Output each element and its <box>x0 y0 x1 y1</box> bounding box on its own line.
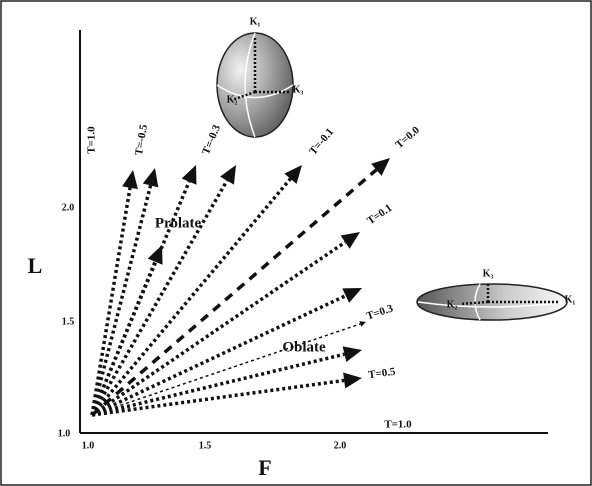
ray-label: T=-0.3 <box>200 123 223 157</box>
region-label: Oblate <box>282 339 326 355</box>
arrowhead <box>220 165 236 185</box>
ray-label: T=1.0 <box>86 126 98 154</box>
k-label: K₁ <box>250 16 261 27</box>
arrowhead <box>142 168 159 188</box>
ray-label: T=0.3 <box>365 302 395 322</box>
ray <box>91 378 345 417</box>
ray-label: T=1.0 <box>384 419 412 431</box>
k-label: K₂ <box>227 94 238 105</box>
ellipsoid-axes <box>459 284 560 306</box>
ellipsoid-line <box>244 32 256 138</box>
prolate-ellipsoid <box>216 32 294 138</box>
x-axis-label: F <box>258 455 271 480</box>
arrowhead <box>359 321 366 327</box>
k-label: K₂ <box>447 299 458 310</box>
ray-label: T=-0.5 <box>133 123 150 156</box>
ray <box>91 352 345 417</box>
arrowhead <box>122 170 138 190</box>
arrowhead <box>371 158 390 176</box>
ray-label: T=-0.1 <box>307 126 336 157</box>
ray <box>91 323 361 416</box>
arrowhead <box>342 288 362 303</box>
ray-label: T=0.1 <box>365 202 394 227</box>
arrowhead <box>340 232 360 249</box>
region-label: Prolate <box>155 215 202 231</box>
x-tick-label: 1.5 <box>199 440 212 451</box>
arrowhead <box>284 165 302 184</box>
ray-label: T=0.0 <box>393 124 422 151</box>
ellipsoid-axes <box>231 38 290 102</box>
arrowhead <box>181 165 197 185</box>
ellipsoid-line <box>417 301 568 308</box>
y-tick-label: 2.0 <box>62 202 75 213</box>
ellipsoid-line <box>216 84 294 99</box>
ray-label: T=0.5 <box>368 366 397 382</box>
x-tick-label: 1.0 <box>82 440 95 451</box>
x-tick-label: 2.0 <box>334 440 347 451</box>
k-label: K₃ <box>483 268 494 279</box>
k-label: K₁ <box>565 294 576 305</box>
arrowhead <box>147 245 163 265</box>
y-tick-label: 1.5 <box>62 316 75 327</box>
y-tick-label: 1.0 <box>58 428 71 439</box>
ray <box>90 187 132 416</box>
ray <box>91 294 347 417</box>
arrowhead <box>343 372 362 389</box>
ray <box>90 260 157 416</box>
arrowhead <box>342 346 362 362</box>
y-axis-label: L <box>28 253 43 278</box>
ray <box>90 168 378 417</box>
k-label: K₃ <box>293 84 304 95</box>
